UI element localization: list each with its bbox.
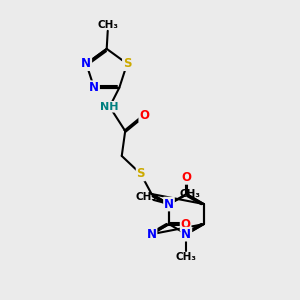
Text: N: N: [81, 57, 91, 70]
Text: O: O: [181, 218, 190, 231]
Text: N: N: [164, 197, 174, 211]
Text: S: S: [136, 167, 145, 181]
Text: O: O: [139, 109, 149, 122]
Text: N: N: [89, 81, 99, 94]
Text: NH: NH: [100, 102, 119, 112]
Text: CH₃: CH₃: [176, 252, 197, 262]
Text: CH₃: CH₃: [97, 20, 118, 30]
Text: N: N: [182, 228, 191, 241]
Text: N: N: [147, 228, 157, 241]
Text: CH₃: CH₃: [135, 192, 156, 202]
Text: O: O: [182, 171, 191, 184]
Text: S: S: [123, 57, 131, 70]
Text: CH₃: CH₃: [180, 189, 201, 199]
